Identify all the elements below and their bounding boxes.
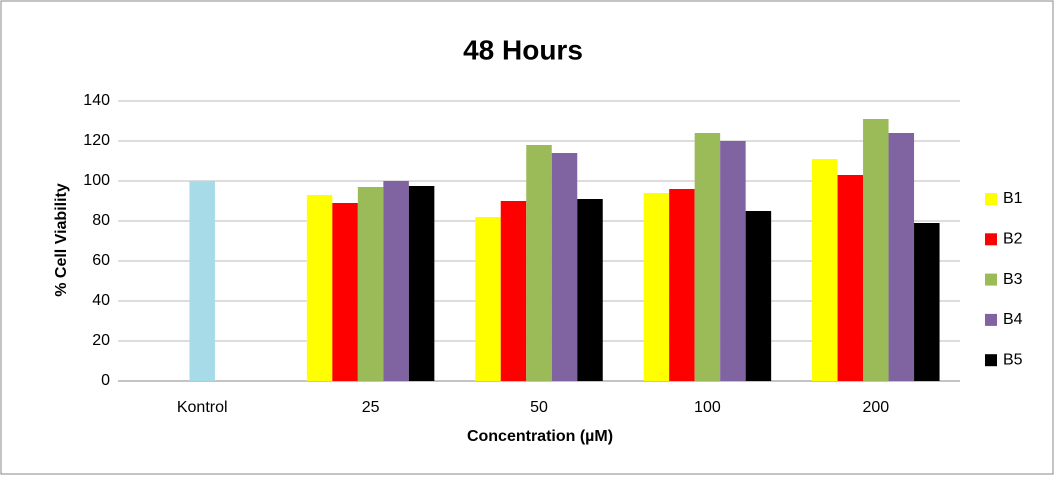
legend-label: B2 [1003,231,1023,248]
bar [812,159,838,381]
bar [357,187,384,381]
bar [475,217,501,381]
legend-label: B1 [1003,190,1023,207]
legend-swatch [985,313,997,326]
x-tick-label: 25 [362,399,380,416]
y-tick-label: 120 [83,132,110,149]
bar [408,186,435,381]
bar [669,189,695,381]
bar [720,141,746,381]
bar [643,193,670,381]
x-tick-label: 200 [862,399,889,416]
legend-label: B4 [1003,311,1023,328]
bar [888,133,915,381]
y-tick-label: 0 [101,372,110,389]
bar [500,201,527,381]
bar [837,175,864,381]
bar [383,181,409,381]
legend-swatch [985,273,997,286]
bar [332,203,358,381]
bar [694,133,721,381]
x-tick-label: 100 [694,399,721,416]
legend-label: B5 [1003,351,1023,368]
bar [914,223,940,381]
legend-swatch [985,233,997,246]
y-tick-label: 140 [83,92,110,109]
legend-label: B3 [1003,271,1023,288]
y-tick-label: 60 [92,252,110,269]
bar [551,153,578,381]
y-tick-label: 100 [83,172,110,189]
bar [189,181,215,381]
bar [863,119,889,381]
bar [526,145,552,381]
bar [306,195,333,381]
bar [745,211,772,381]
legend-swatch [985,354,997,367]
chart-title: 48 Hours [463,34,583,65]
y-tick-label: 80 [92,212,110,229]
x-tick-label: Kontrol [177,399,228,416]
y-axis-label: % Cell Viability [53,183,70,297]
legend-swatch [985,193,997,205]
x-axis-label: Concentration (µM) [467,428,613,445]
y-tick-label: 20 [92,332,110,349]
y-tick-label: 40 [92,292,110,309]
bar [577,199,603,381]
x-tick-label: 50 [530,399,548,416]
